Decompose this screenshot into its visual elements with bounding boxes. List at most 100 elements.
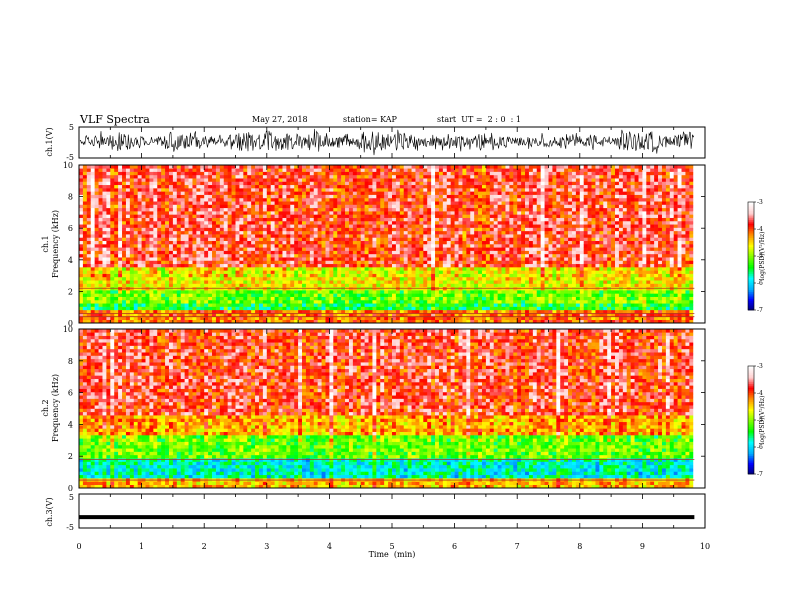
heatmap-cell [415,230,420,235]
heatmap-cell [82,240,88,245]
heatmap-cell [184,290,189,294]
heatmap-cell [478,197,483,202]
heatmap-cell [145,267,150,271]
heatmap-cell [137,214,142,218]
heatmap-cell [399,313,405,317]
heatmap-cell [474,207,479,212]
heatmap-cell [446,217,451,222]
heatmap-cell [114,168,119,172]
heatmap-cell [235,309,240,314]
heatmap-cell [442,237,448,242]
heatmap-cell [125,224,131,228]
heatmap-cell [286,260,291,265]
heatmap-cell [438,280,444,284]
heatmap-cell [286,316,291,321]
heatmap-cell [102,283,107,288]
heatmap-cell [79,181,84,186]
heatmap-cell [309,253,315,258]
heatmap-cell [90,257,95,261]
heatmap-cell [435,201,440,205]
heatmap-cell [427,280,432,284]
heatmap-cell [415,194,420,199]
heatmap-cell [102,303,107,307]
heatmap-cell [423,276,428,281]
heatmap-cell [384,240,389,245]
heatmap-cell [266,250,272,255]
heatmap-cell [227,194,232,199]
heatmap-cell [215,247,221,251]
heatmap-cell [110,293,115,297]
heatmap-cell [380,316,385,321]
heatmap-cell [466,319,471,324]
heatmap-cell [376,224,381,228]
heatmap-cell [239,237,244,242]
heatmap-cell [411,257,416,261]
heatmap-cell [325,260,330,265]
heatmap-cell [474,201,479,205]
heatmap-cell [161,253,166,258]
heatmap-cell [478,244,483,248]
heatmap-cell [470,306,475,311]
heatmap-cell [431,309,436,314]
heatmap-cell [212,174,217,179]
heatmap-cell [450,283,455,288]
heatmap-cell [168,214,174,218]
heatmap-cell [227,257,232,261]
heatmap-cell [286,276,291,281]
heatmap-cell [376,184,381,189]
heatmap-cell [161,263,166,268]
heatmap-cell [380,290,385,294]
heatmap-cell [227,234,232,238]
heatmap-cell [196,168,201,172]
heatmap-cell [223,181,228,186]
heatmap-cell [118,191,123,195]
heatmap-cell [384,293,389,297]
heatmap-cell [125,260,131,265]
heatmap-cell [149,290,154,294]
heatmap-cell [110,306,115,311]
heatmap-cell [227,319,232,324]
heatmap-cell [450,188,455,192]
heatmap-cell [438,273,444,278]
heatmap-cell [302,283,307,288]
heatmap-cell [125,313,131,317]
heatmap-cell [184,204,189,209]
heatmap-cell [258,211,264,215]
heatmap-cell [278,273,283,278]
heatmap-cell [286,224,291,228]
heatmap-cell [122,296,127,301]
heatmap-cell [122,257,127,261]
heatmap-cell [110,165,115,169]
heatmap-cell [137,194,142,199]
heatmap-cell [458,197,463,202]
heatmap-cell [427,313,432,317]
heatmap-cell [368,178,373,182]
heatmap-cell [223,211,228,215]
heatmap-cell [255,224,260,228]
heatmap-cell [133,253,138,258]
heatmap-cell [466,240,471,245]
heatmap-cell [110,267,115,271]
heatmap-cell [454,303,459,307]
heatmap-cell [168,174,174,179]
heatmap-cell [122,299,127,304]
heatmap-cell [114,319,119,324]
heatmap-cell [415,316,420,321]
heatmap-cell [419,247,424,251]
heatmap-cell [290,270,295,274]
heatmap-cell [368,299,373,304]
heatmap-cell [478,234,483,238]
heatmap-cell [317,260,322,265]
heatmap-cell [352,299,358,304]
heatmap-cell [286,227,291,232]
heatmap-cell [392,276,397,281]
heatmap-cell [470,313,475,317]
heatmap-cell [219,171,225,176]
heatmap-cell [384,290,389,294]
heatmap-cell [165,227,170,232]
heatmap-cell [98,303,103,307]
heatmap-cell [251,165,256,169]
heatmap-cell [294,270,299,274]
heatmap-cell [341,207,346,212]
heatmap-cell [380,204,385,209]
